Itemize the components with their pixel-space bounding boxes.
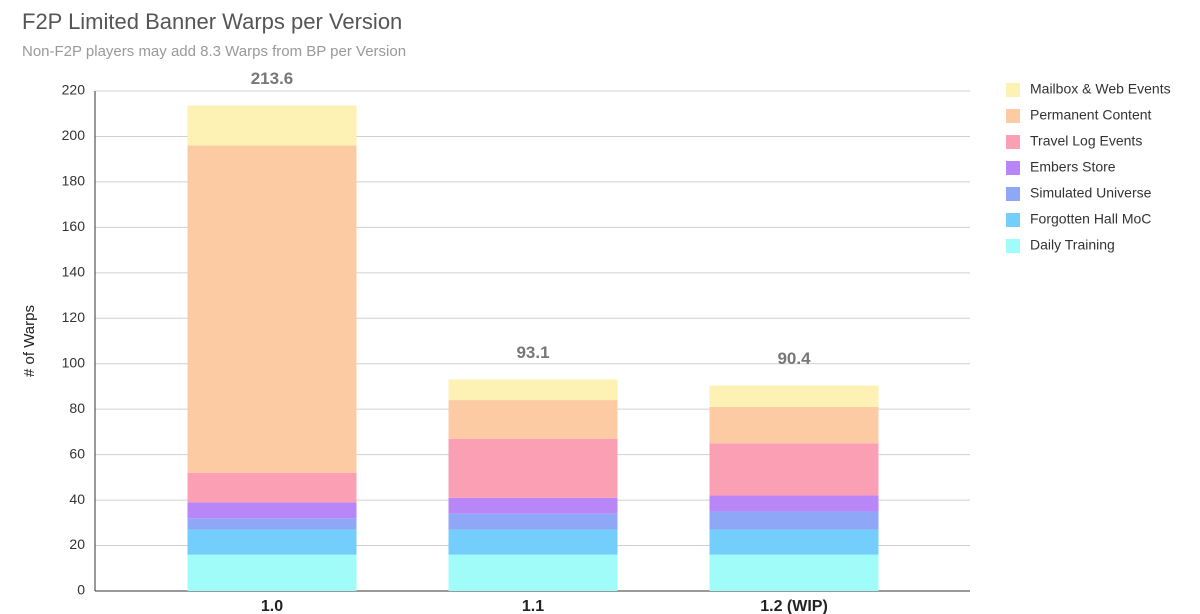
legend-swatch [1006,109,1020,123]
total-label: 93.1 [516,343,549,362]
x-tick-label: 1.0 [261,598,283,614]
legend-label: Permanent Content [1030,107,1152,123]
total-label: 213.6 [251,69,294,88]
y-tick-label: 20 [69,536,85,552]
y-tick-label: 160 [62,218,86,234]
legend-swatch [1006,83,1020,97]
y-tick-label: 180 [62,173,86,189]
legend-swatch [1006,187,1020,201]
bar-segment [709,406,879,444]
y-axis-label: # of Warps [21,305,38,377]
y-tick-label: 200 [62,127,86,143]
bar-segment [448,497,618,514]
bar-segment [187,502,357,519]
bar-segment [709,529,879,555]
bar-segment [448,554,618,591]
bar-segment [187,529,357,555]
bar-segment [187,145,357,473]
legend-swatch [1006,239,1020,253]
bar-segment [448,438,618,498]
legend-label: Simulated Universe [1030,185,1152,201]
legend-swatch [1006,135,1020,149]
chart-subtitle: Non-F2P players may add 8.3 Warps from B… [22,43,406,60]
legend-swatch [1006,161,1020,175]
legend-label: Mailbox & Web Events [1030,81,1171,97]
y-tick-label: 80 [69,400,85,416]
bar-segment [709,495,879,512]
x-tick-label: 1.1 [522,598,544,614]
y-tick-label: 140 [62,264,86,280]
legend-swatch [1006,213,1020,227]
bar-segment [709,554,879,591]
bar-segment [709,385,879,407]
bar-segment [448,379,618,401]
bar-segment [448,400,618,439]
chart-title: F2P Limited Banner Warps per Version [22,9,402,34]
legend-label: Forgotten Hall MoC [1030,211,1151,227]
y-tick-label: 120 [62,309,86,325]
bar-segment [448,529,618,555]
bar-segment [187,554,357,591]
bar-segment [187,472,357,503]
legend-label: Embers Store [1030,159,1116,175]
bar-segment [448,513,618,530]
legend-label: Daily Training [1030,237,1115,253]
y-tick-label: 0 [77,582,85,598]
y-tick-label: 40 [69,491,85,507]
bar-segment [709,511,879,530]
y-tick-label: 60 [69,445,85,461]
bar-segment [187,518,357,530]
total-label: 90.4 [777,349,811,368]
y-tick-label: 100 [62,354,86,370]
x-tick-label: 1.2 (WIP) [760,598,828,614]
bar-segment [709,443,879,496]
bar-segment [187,105,357,146]
y-tick-label: 220 [62,82,86,98]
legend-label: Travel Log Events [1030,133,1142,149]
